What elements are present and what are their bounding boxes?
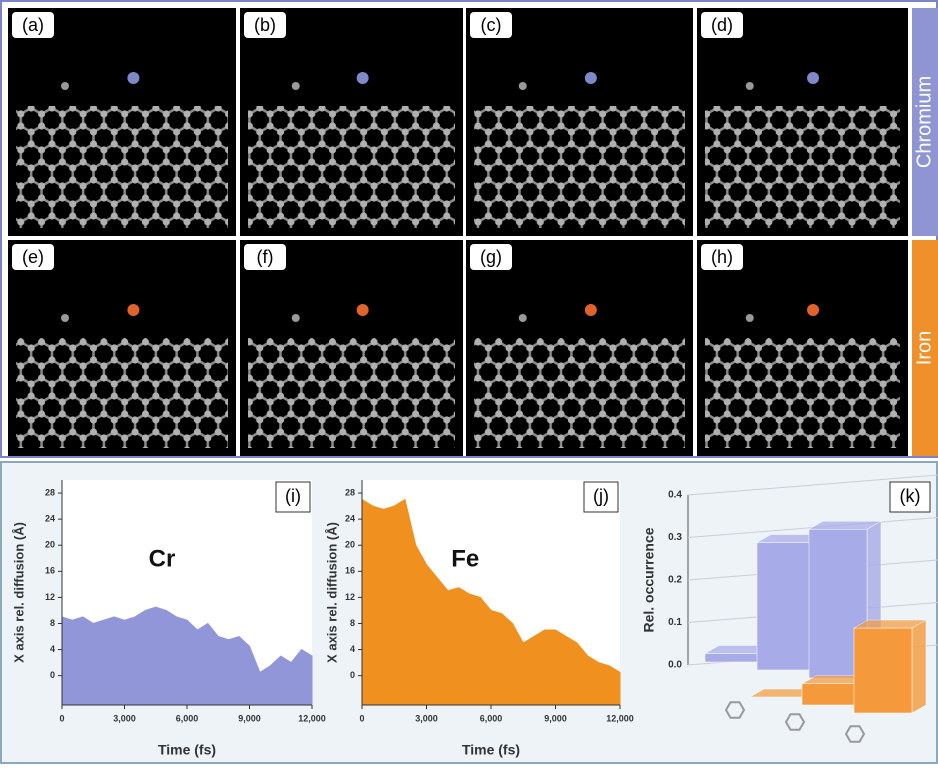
dopant-atom [585, 72, 597, 84]
panels: (a) (b) (c) (d) (e) (f) (g) (h) [8, 8, 908, 456]
bar-side [912, 620, 926, 713]
panel-label: (g) [480, 247, 502, 267]
bar [705, 654, 763, 663]
y-tick-label: 20 [345, 540, 355, 550]
x-axis-label: Time (fs) [158, 742, 216, 758]
chart-title: Cr [149, 545, 176, 572]
dopant-atom [807, 304, 819, 316]
x-tick-label: 9,000 [544, 713, 567, 723]
edge-atom [292, 82, 300, 90]
x-tick-label: 3,000 [113, 713, 136, 723]
dopant-atom [357, 72, 369, 84]
edge-atom [61, 82, 69, 90]
x-tick-label: 12,000 [606, 713, 634, 723]
edge-atom [61, 314, 69, 322]
y-tick-label: 24 [45, 514, 55, 524]
dopant-atom [585, 304, 597, 316]
y-tick-label: 16 [45, 566, 55, 576]
x-tick-label: 6,000 [480, 713, 503, 723]
y-axis-label: Rel. occurrence [641, 527, 657, 632]
y-tick-label: 28 [45, 487, 55, 497]
y-tick-label: 24 [345, 514, 355, 524]
y-tick-label: 12 [345, 592, 355, 602]
dopant-atom [357, 304, 369, 316]
y-tick-label: 0.4 [668, 490, 682, 501]
panel-label: (a) [22, 15, 44, 35]
y-tick-label: 0.2 [668, 575, 682, 586]
y-tick-label: 0.3 [668, 532, 682, 543]
side-label: Chromium [913, 76, 935, 168]
panel-label: (b) [254, 15, 276, 35]
y-tick-label: 4 [50, 644, 55, 654]
y-tick-label: 8 [50, 618, 55, 628]
y-tick-label: 16 [345, 566, 355, 576]
panel-label: (h) [711, 247, 733, 267]
dopant-atom [127, 304, 139, 316]
graphene-lattice [248, 106, 455, 228]
figure: Chromium Iron (a) (b) (c) (d) (e) (f) (g) (h) 0… [0, 0, 938, 764]
y-tick-label: 0.1 [668, 617, 682, 628]
dopant-atom [807, 72, 819, 84]
bar [802, 684, 860, 705]
graphene-lattice [16, 106, 228, 228]
y-tick-label: 8 [350, 618, 355, 628]
bar [854, 628, 912, 713]
bar [757, 543, 815, 671]
edge-atom [519, 314, 527, 322]
y-tick-label: 28 [345, 487, 355, 497]
dopant-atom [127, 72, 139, 84]
y-tick-label: 4 [350, 644, 355, 654]
x-tick-label: 9,000 [238, 713, 261, 723]
edge-atom [519, 82, 527, 90]
x-tick-label: 6,000 [176, 713, 199, 723]
panel-label: (f) [257, 247, 274, 267]
y-axis-label: X axis rel. diffusion (Å) [11, 522, 26, 663]
x-tick-label: 0 [359, 713, 364, 723]
x-tick-label: 0 [59, 713, 64, 723]
graphene-lattice [16, 338, 228, 448]
y-tick-label: 0 [350, 670, 355, 680]
panel-label: (e) [22, 247, 44, 267]
graphene-lattice [474, 338, 685, 448]
graphene-lattice [248, 338, 455, 448]
graphene-lattice [705, 338, 900, 448]
y-tick-label: 0 [50, 670, 55, 680]
panel-label: (i) [285, 486, 301, 506]
x-tick-label: 3,000 [415, 713, 438, 723]
chart-title: Fe [451, 545, 479, 572]
y-tick-label: 0.0 [668, 660, 682, 671]
edge-atom [746, 82, 754, 90]
side-label: Iron [913, 331, 935, 365]
edge-atom [746, 314, 754, 322]
x-tick-label: 12,000 [298, 713, 326, 723]
panel-label: (k) [900, 486, 921, 506]
graphene-lattice [474, 106, 685, 228]
y-tick-label: 12 [45, 592, 55, 602]
x-axis-label: Time (fs) [462, 742, 520, 758]
y-tick-label: 20 [45, 540, 55, 550]
graphene-lattice [705, 106, 900, 228]
panel-label: (c) [481, 15, 502, 35]
panel-label: (j) [593, 486, 609, 506]
edge-atom [292, 314, 300, 322]
panel-label: (d) [711, 15, 733, 35]
y-axis-label: X axis rel. diffusion (Å) [324, 522, 339, 663]
